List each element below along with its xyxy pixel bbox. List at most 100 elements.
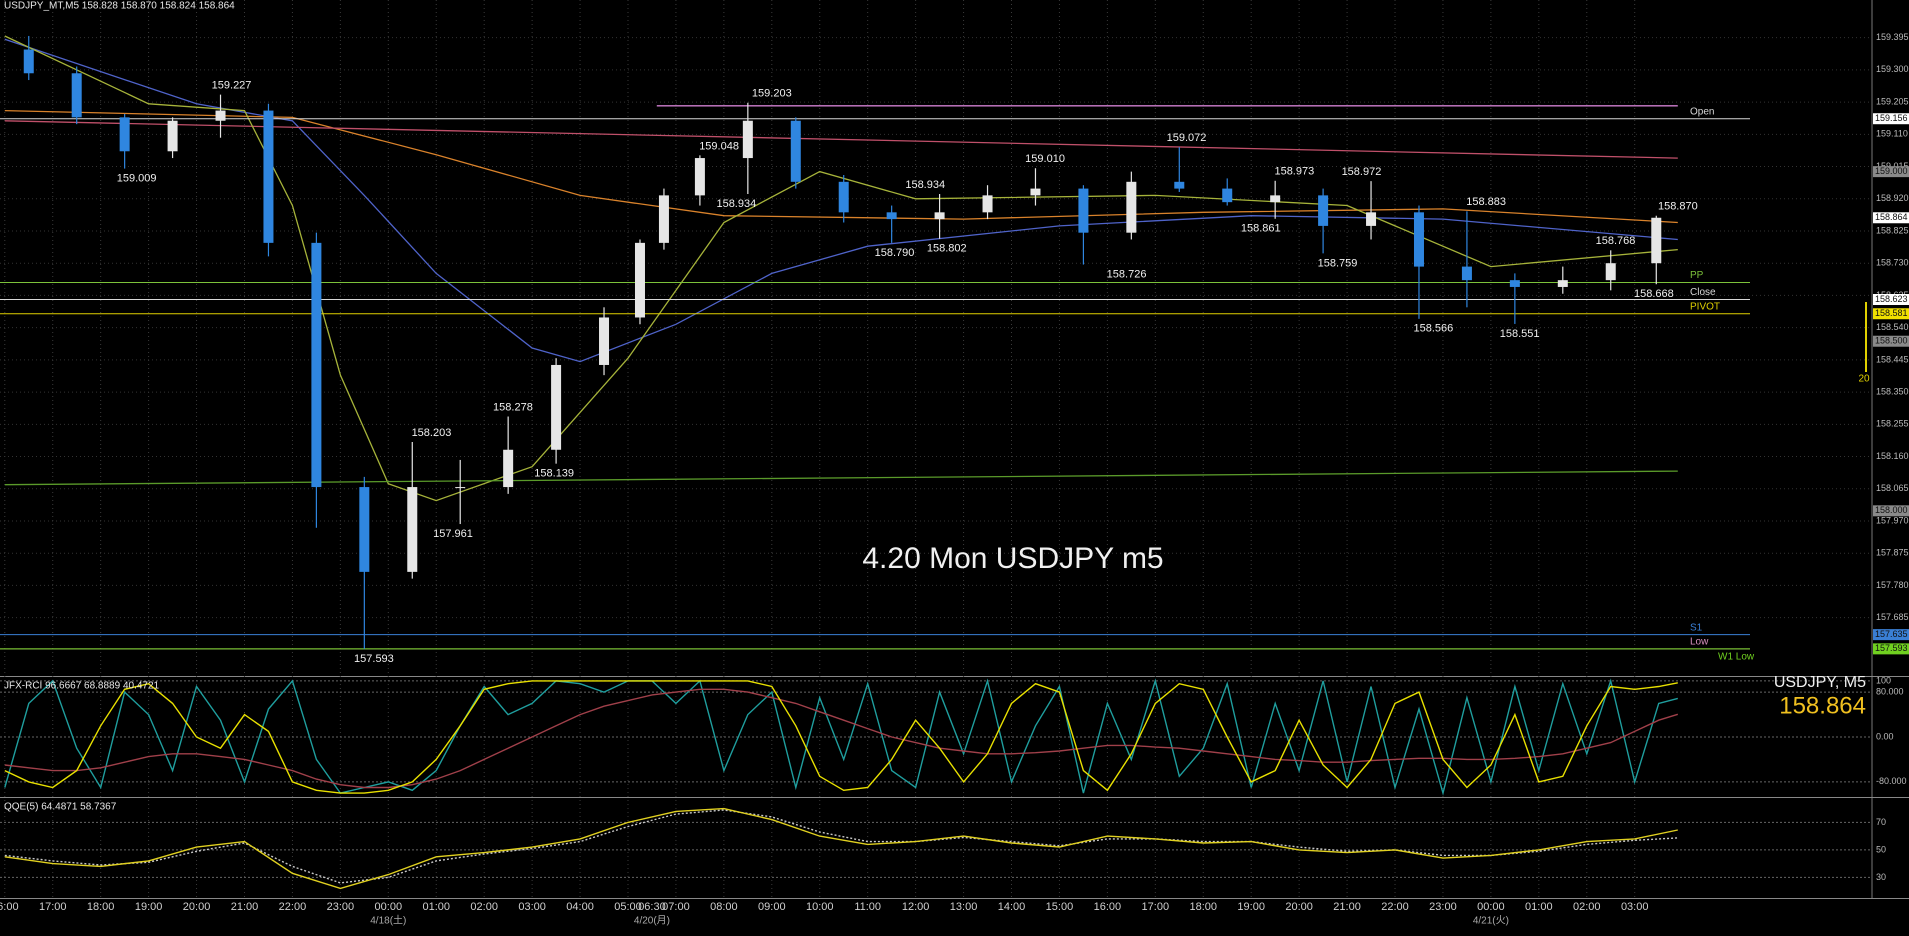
price-box-label: 159.000 (1875, 166, 1908, 176)
candle-body (1605, 263, 1616, 281)
price-annotation: 158.790 (875, 247, 915, 259)
x-tick-label: 19:00 (135, 901, 163, 913)
price-box-label: 157.593 (1875, 643, 1908, 653)
candle-body (503, 449, 514, 488)
y-tick-label: 158.255 (1876, 419, 1909, 429)
x-tick-label: 18:00 (1189, 901, 1217, 913)
price-annotation: 158.972 (1342, 166, 1382, 178)
labels: 16:00 17:00 18:00 19:00 20:00 21:00 22:00 23:00… (0, 32, 1909, 927)
price-annotation: 158.139 (534, 468, 574, 480)
level-label: Low (1690, 637, 1709, 648)
level-label: PP (1690, 270, 1704, 281)
price-annotation: 158.278 (493, 401, 533, 413)
y-tick-label: 159.395 (1876, 32, 1909, 42)
x-tick-label: 01:00 (1525, 901, 1553, 913)
y-tick-label: 158.825 (1876, 225, 1909, 235)
x-tick-label: 21:00 (1333, 901, 1361, 913)
x-tick-label: 02:00 (1573, 901, 1601, 913)
y-tick-label: 50 (1876, 844, 1886, 854)
candle-body (551, 364, 562, 450)
candle-body (1651, 217, 1662, 264)
price-annotation: 159.048 (699, 140, 739, 152)
price-annotation: 157.593 (354, 653, 394, 665)
y-tick-label: 159.110 (1876, 129, 1908, 139)
price-annotation: 158.726 (1107, 268, 1147, 280)
candle-body (407, 487, 418, 572)
price-annotation: 158.861 (1241, 223, 1281, 235)
indicator-line (4, 688, 1679, 789)
symbol-label: USDJPY, M5 (1774, 674, 1866, 691)
last-price: 158.864 (1779, 692, 1866, 719)
price-annotation: 159.227 (212, 80, 252, 92)
price-annotation: 158.934 (716, 198, 756, 210)
x-tick-label: 14:00 (998, 901, 1026, 913)
price-annotation: 158.802 (927, 243, 967, 255)
price-annotation: 159.203 (752, 88, 792, 100)
y-tick-label: 30 (1876, 872, 1886, 882)
x-tick-label: 06:30 (638, 901, 666, 913)
x-tick-label: 07:00 (662, 901, 690, 913)
price-box (1873, 212, 1909, 224)
candle-body (982, 195, 993, 213)
price-annotation: 158.668 (1634, 288, 1674, 300)
x-tick-label: 02:00 (470, 901, 498, 913)
x-tick-label: 01:00 (422, 901, 450, 913)
x-tick-label: 04:00 (566, 901, 594, 913)
price-annotation: 158.768 (1596, 235, 1636, 247)
price-annotation: 158.870 (1658, 201, 1698, 213)
y-tick-label: 159.205 (1876, 96, 1909, 106)
qqe-title: QQE(5) 64.4871 58.7367 (4, 802, 117, 813)
candle-body (1557, 280, 1568, 287)
x-tick-label: 23:00 (1429, 901, 1457, 913)
x-tick-label: 18:00 (87, 901, 115, 913)
x-tick-label: 00:00 (1477, 901, 1505, 913)
x-tick-label: 03:00 (1621, 901, 1649, 913)
x-tick-label: 19:00 (1237, 901, 1265, 913)
moving-average (4, 470, 1678, 486)
y-tick-label: 159.300 (1876, 64, 1909, 74)
x-tick-label: 20:00 (1285, 901, 1313, 913)
candle-body (1366, 212, 1377, 226)
level-label: Close (1690, 287, 1716, 298)
candle-body (1318, 195, 1329, 226)
candle-body (634, 242, 645, 318)
candle-body (934, 212, 945, 220)
y-tick-label: 157.970 (1876, 515, 1909, 525)
x-tick-label: 08:00 (710, 901, 738, 913)
level-label: Open (1690, 106, 1714, 117)
price-box-label: 158.864 (1875, 212, 1908, 222)
x-tick-label: 16:00 (1094, 901, 1122, 913)
x-tick-label: 00:00 (375, 901, 403, 913)
price-box-label: 159.156 (1875, 113, 1908, 123)
y-tick-label: 158.160 (1876, 451, 1909, 461)
x-tick-label: 05:00 (614, 901, 642, 913)
date-label: 4/18(土) (370, 914, 406, 927)
price-box (1873, 505, 1909, 517)
indicator-line (4, 680, 1678, 794)
date-label: 4/21(火) (1473, 915, 1509, 927)
y-tick-label: 158.730 (1876, 258, 1909, 268)
candle-body (1461, 266, 1472, 281)
indicator-line (4, 807, 1678, 890)
grid (0, 0, 1872, 898)
x-tick-label: 12:00 (902, 901, 930, 913)
candle-body (1174, 181, 1185, 189)
price-box (1873, 629, 1909, 641)
candle-body (311, 242, 322, 488)
price-annotation: 158.759 (1318, 257, 1358, 269)
x-tick-label: 15:00 (1046, 901, 1074, 913)
price-annotation: 158.551 (1500, 328, 1540, 340)
price-annotation: 157.961 (433, 528, 473, 540)
level-label: PIVOT (1690, 301, 1720, 312)
price-box (1873, 166, 1909, 178)
price-box (1873, 113, 1909, 125)
candle-body (455, 487, 466, 489)
x-tick-label: 13:00 (950, 901, 978, 913)
price-annotation: 158.973 (1274, 166, 1314, 178)
price-box-label: 158.623 (1875, 294, 1908, 304)
moving-average (4, 109, 1678, 224)
y-tick-label: 157.780 (1876, 580, 1909, 590)
candle-body (167, 120, 178, 152)
